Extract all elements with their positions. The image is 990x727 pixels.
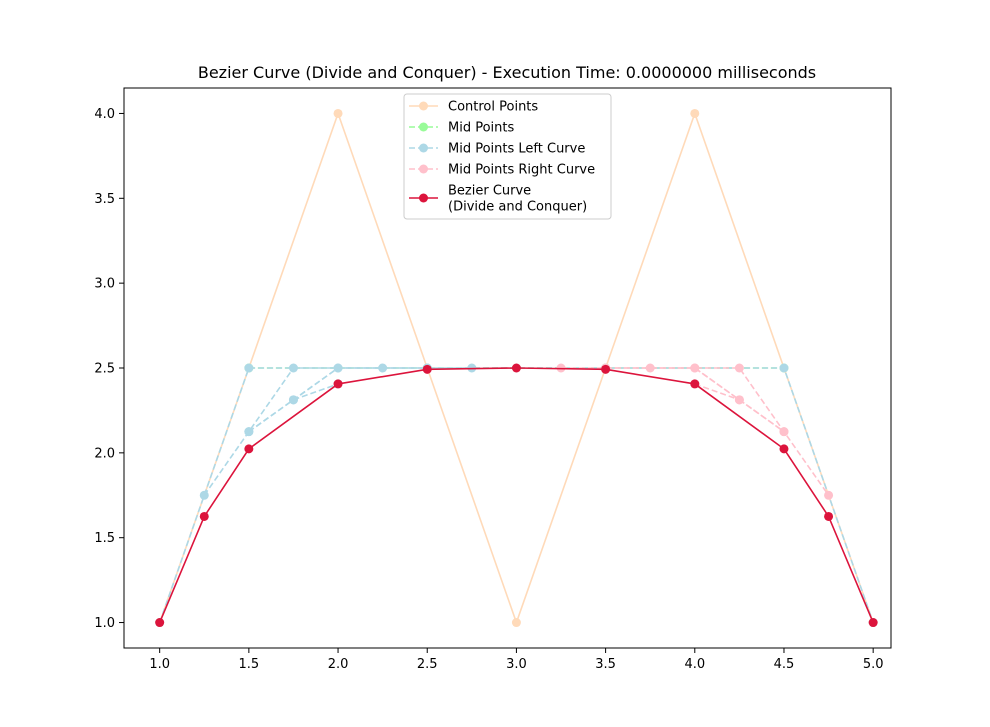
data-point [779, 363, 789, 373]
legend-marker [419, 122, 428, 132]
data-point [690, 108, 700, 118]
data-point [333, 108, 343, 118]
data-point [422, 364, 432, 374]
legend-label: Mid Points [448, 121, 514, 136]
legend-entry: Mid Points [409, 121, 514, 136]
legend: Control Points Mid Points Mid Points Left … [403, 93, 612, 220]
data-point [199, 511, 209, 521]
legend-entry: Mid Points Right Curve [409, 163, 595, 178]
x-tick-label: 4.0 [684, 657, 705, 672]
y-tick-label: 1.5 [94, 531, 115, 546]
legend-box [403, 93, 612, 220]
data-point [690, 363, 700, 373]
y-tick-label: 3.5 [94, 192, 115, 207]
x-tick-label: 1.0 [149, 657, 170, 672]
legend-label: Mid Points Right Curve [448, 163, 595, 178]
x-tick-label: 1.5 [239, 657, 260, 672]
y-tick-label: 3.0 [94, 277, 115, 292]
data-point [333, 363, 343, 373]
data-point [779, 427, 789, 437]
legend-marker [419, 164, 428, 174]
data-point [824, 490, 834, 500]
legend-label: Control Points [448, 100, 538, 115]
data-point [734, 363, 744, 373]
y-tick-label: 4.0 [94, 107, 115, 122]
x-tick-label: 5.0 [863, 657, 884, 672]
legend-label: Bezier Curve [448, 184, 531, 199]
data-point [244, 427, 254, 437]
series-line [694, 383, 740, 401]
y-tick-label: 1.0 [94, 616, 115, 631]
data-point [333, 379, 343, 389]
x-tick-label: 4.5 [774, 657, 795, 672]
data-point [199, 490, 209, 500]
series-layer [155, 108, 878, 628]
data-point [244, 444, 254, 454]
data-point [645, 363, 655, 373]
data-point [511, 618, 521, 628]
x-tick-label: 2.0 [328, 657, 349, 672]
x-axis: 1.0 1.5 2.0 2.5 3.0 3.5 4.0 4.5 5.0 [149, 648, 884, 672]
series-4 [155, 363, 878, 628]
legend-entry: Bezier Curve(Divide and Conquer) [409, 184, 587, 215]
y-tick-label: 2.5 [94, 362, 115, 377]
legend-label: Mid Points Left Curve [448, 142, 585, 157]
x-tick-label: 2.5 [417, 657, 438, 672]
data-point [378, 363, 388, 373]
data-point [690, 379, 700, 389]
data-point [511, 363, 521, 373]
legend-marker [419, 101, 428, 111]
y-axis: 1.0 1.5 2.0 2.5 3.0 3.5 4.0 [94, 107, 124, 631]
x-tick-label: 3.5 [595, 657, 616, 672]
data-point [288, 395, 298, 405]
legend-entry: Control Points [409, 100, 538, 115]
data-point [244, 363, 254, 373]
data-point [824, 511, 834, 521]
x-tick-label: 3.0 [506, 657, 527, 672]
legend-label: (Divide and Conquer) [448, 200, 587, 215]
data-point [868, 618, 878, 628]
series-line [293, 383, 339, 401]
chart-title: Bezier Curve (Divide and Conquer) - Exec… [198, 63, 816, 82]
y-tick-label: 2.0 [94, 446, 115, 461]
series-line [158, 367, 874, 623]
data-point [155, 618, 165, 628]
data-point [601, 364, 611, 374]
data-point [734, 395, 744, 405]
legend-marker [419, 143, 428, 153]
data-point [288, 363, 298, 373]
legend-entry: Mid Points Left Curve [409, 142, 585, 157]
data-point [779, 444, 789, 454]
legend-marker [419, 193, 428, 203]
